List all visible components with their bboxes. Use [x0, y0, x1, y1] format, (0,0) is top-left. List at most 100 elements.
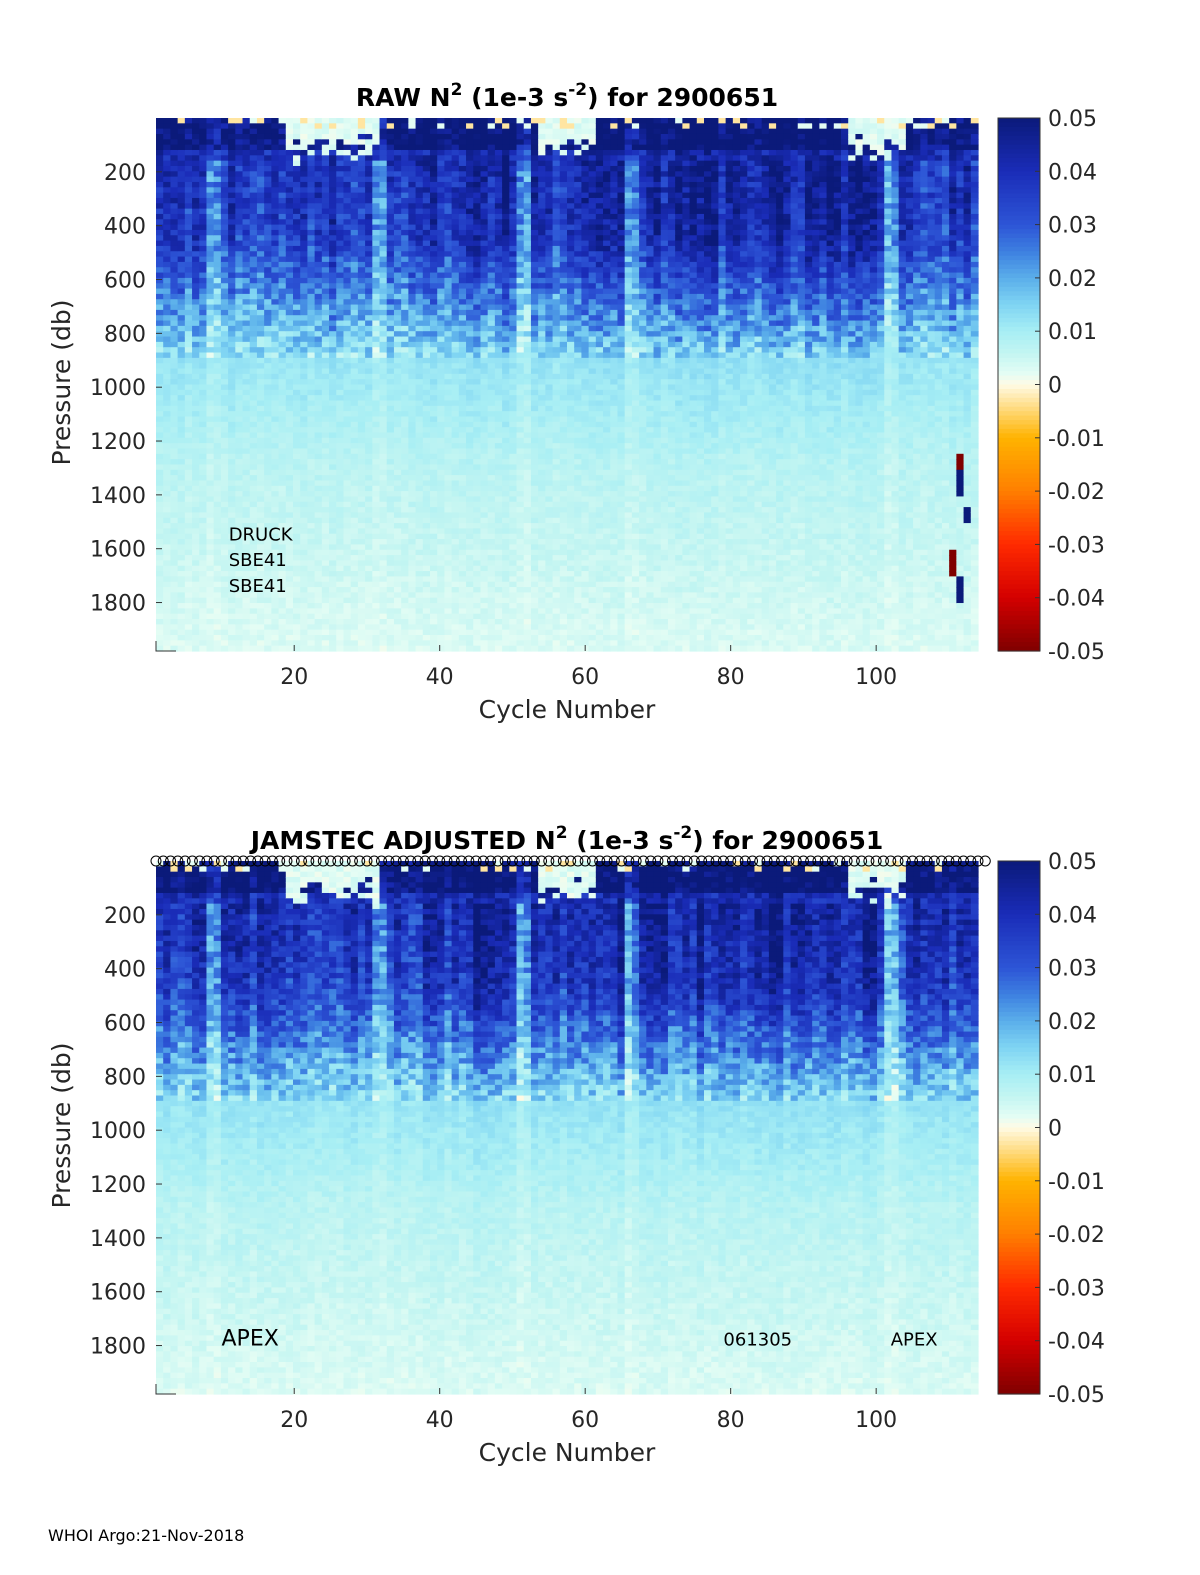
heat-cell: [163, 294, 171, 300]
heat-cell: [156, 118, 164, 124]
heat-cell: [235, 241, 243, 247]
heat-cell: [170, 507, 178, 513]
heat-cell: [178, 576, 186, 582]
heat-cell: [250, 134, 258, 140]
heat-cell: [170, 374, 178, 380]
heat-cell: [170, 267, 178, 273]
heat-cell: [286, 496, 294, 502]
heat-cell: [264, 454, 272, 460]
heat-cell: [185, 358, 193, 364]
heat-cell: [156, 640, 164, 646]
heat-cell: [163, 411, 171, 417]
heat-cell: [228, 139, 236, 145]
heat-cell: [228, 305, 236, 311]
heat-cell: [228, 273, 236, 279]
heat-cell: [271, 219, 279, 225]
heat-cell: [192, 353, 200, 359]
heat-cell: [243, 225, 251, 231]
heat-cell: [156, 235, 164, 241]
heat-cell: [163, 582, 171, 588]
heat-cell: [185, 566, 193, 572]
heat-cell: [170, 454, 178, 460]
heat-cell: [286, 331, 294, 337]
heat-cell: [221, 640, 229, 646]
heat-cell: [250, 326, 258, 332]
heat-cell: [286, 150, 294, 156]
heat-cell: [271, 454, 279, 460]
heat-cell: [178, 496, 186, 502]
heat-cell: [286, 614, 294, 620]
heat-cell: [214, 624, 222, 630]
heat-cell: [221, 289, 229, 295]
heat-cell: [163, 118, 171, 124]
heat-cell: [279, 438, 287, 444]
heat-cell: [243, 432, 251, 438]
heat-cell: [163, 134, 171, 140]
heat-cell: [170, 166, 178, 172]
heat-cell: [221, 427, 229, 433]
heat-cell: [206, 278, 214, 284]
heat-cell: [243, 230, 251, 236]
heat-cell: [163, 422, 171, 428]
heat-cell: [257, 363, 265, 369]
heat-cell: [178, 134, 186, 140]
heat-cell: [199, 390, 207, 396]
heat-cell: [279, 363, 287, 369]
heat-cell: [286, 203, 294, 209]
heat-cell: [228, 145, 236, 151]
heat-cell: [257, 379, 265, 385]
heat-cell: [156, 459, 164, 465]
heat-cell: [206, 390, 214, 396]
heat-cell: [250, 619, 258, 625]
heat-cell: [192, 571, 200, 577]
heat-cell: [206, 416, 214, 422]
heat-cell: [235, 395, 243, 401]
heat-cell: [170, 145, 178, 151]
heat-cell: [221, 534, 229, 540]
heat-cell: [178, 139, 186, 145]
heat-cell: [178, 315, 186, 321]
heat-cell: [199, 267, 207, 273]
heat-cell: [185, 257, 193, 263]
heat-cell: [206, 379, 214, 385]
heat-cell: [235, 502, 243, 508]
heat-cell: [206, 150, 214, 156]
heat-cell: [156, 406, 164, 412]
heat-cell: [206, 214, 214, 220]
heat-cell: [178, 363, 186, 369]
heat-cell: [228, 443, 236, 449]
heat-cell: [156, 129, 164, 135]
heat-cell: [170, 278, 178, 284]
heat-cell: [163, 576, 171, 582]
heat-cell: [221, 582, 229, 588]
heat-cell: [163, 177, 171, 183]
heat-cell: [214, 630, 222, 636]
heat-cell: [185, 267, 193, 273]
heat-cell: [192, 395, 200, 401]
heat-cell: [192, 385, 200, 391]
heat-cell: [156, 246, 164, 252]
heat-cell: [264, 326, 272, 332]
heat-cell: [243, 321, 251, 327]
heat-cell: [214, 385, 222, 391]
heat-cell: [185, 603, 193, 609]
heat-cell: [206, 358, 214, 364]
heat-cell: [264, 395, 272, 401]
heat-cell: [228, 630, 236, 636]
heat-cell: [214, 358, 222, 364]
heat-cell: [156, 241, 164, 247]
heat-cell: [170, 598, 178, 604]
heat-cell: [228, 299, 236, 305]
heat-cell: [264, 171, 272, 177]
heat-cell: [163, 635, 171, 641]
heat-cell: [178, 182, 186, 188]
heat-cell: [221, 406, 229, 412]
heat-cell: [279, 598, 287, 604]
heat-cell: [163, 550, 171, 556]
heat-cell: [214, 171, 222, 177]
heat-cell: [271, 278, 279, 284]
heat-cell: [185, 576, 193, 582]
heat-cell: [178, 400, 186, 406]
heat-cell: [185, 598, 193, 604]
heat-cell: [199, 624, 207, 630]
